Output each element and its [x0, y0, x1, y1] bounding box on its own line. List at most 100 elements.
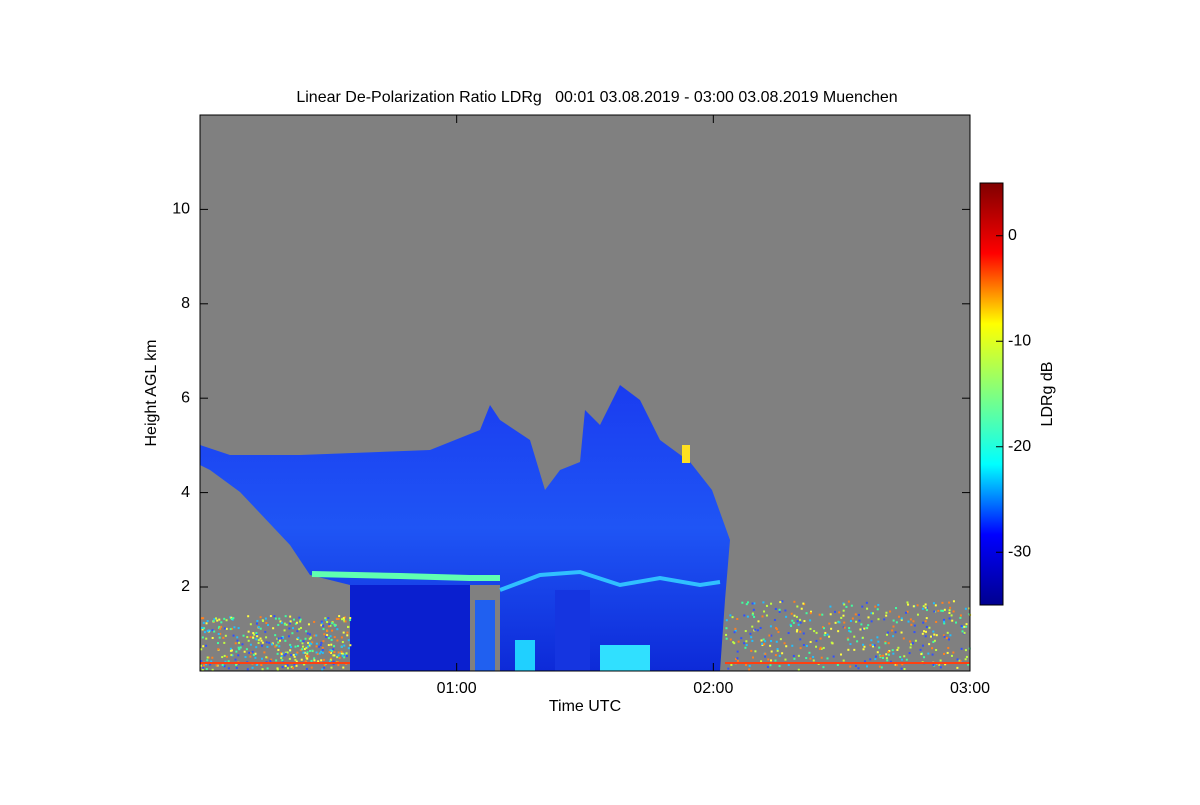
noise: [815, 645, 818, 648]
noise: [322, 658, 325, 661]
noise: [300, 658, 303, 661]
noise: [265, 656, 268, 659]
noise: [217, 648, 220, 651]
noise: [346, 631, 349, 634]
noise: [323, 633, 326, 636]
noise: [959, 614, 962, 617]
noise: [832, 655, 835, 658]
noise: [327, 637, 330, 640]
noise: [211, 629, 214, 632]
noise: [255, 632, 258, 635]
noise: [751, 639, 754, 642]
noise: [227, 667, 230, 670]
noise: [346, 634, 349, 637]
noise: [290, 666, 293, 669]
noise: [750, 649, 753, 652]
noise: [943, 652, 946, 655]
noise: [306, 651, 309, 654]
noise: [237, 627, 240, 630]
noise: [332, 663, 335, 666]
noise: [249, 651, 252, 654]
noise: [323, 666, 326, 669]
noise: [306, 657, 309, 660]
noise: [205, 622, 208, 625]
noise: [325, 618, 328, 621]
noise: [280, 651, 283, 654]
noise: [265, 636, 268, 639]
noise: [322, 640, 325, 643]
noise: [725, 619, 728, 622]
noise: [857, 613, 860, 616]
noise: [765, 604, 768, 607]
noise: [879, 655, 882, 658]
noise: [960, 647, 963, 650]
noise: [753, 615, 756, 618]
colorbar-tick-label: 0: [1008, 227, 1017, 244]
noise: [933, 610, 936, 613]
noise: [725, 627, 728, 630]
noise: [247, 639, 250, 642]
noise: [763, 610, 766, 613]
noise: [343, 620, 346, 623]
noise: [769, 625, 772, 628]
noise: [902, 637, 905, 640]
noise: [761, 644, 764, 647]
colorbar-tick-label: -10: [1008, 332, 1031, 349]
noise: [836, 663, 839, 666]
noise: [283, 654, 286, 657]
noise: [302, 651, 305, 654]
noise: [235, 666, 238, 669]
noise: [275, 659, 278, 662]
chart-title: Linear De-Polarization Ratio LDRg 00:01 …: [296, 89, 897, 106]
noise: [948, 609, 951, 612]
noise: [907, 603, 910, 606]
noise: [876, 636, 879, 639]
noise: [337, 651, 340, 654]
noise: [790, 625, 793, 628]
noise: [887, 651, 890, 654]
noise: [292, 667, 295, 670]
noise: [212, 620, 215, 623]
noise: [341, 618, 344, 621]
noise: [261, 644, 264, 647]
noise: [284, 651, 287, 654]
noise: [923, 630, 926, 633]
noise: [781, 652, 784, 655]
noise: [736, 659, 739, 662]
noise: [309, 636, 312, 639]
noise: [744, 646, 747, 649]
noise: [951, 619, 954, 622]
noise: [255, 646, 258, 649]
noise: [838, 621, 841, 624]
noise: [252, 632, 255, 635]
noise: [927, 652, 930, 655]
noise: [838, 611, 841, 614]
noise: [324, 617, 327, 620]
noise: [347, 639, 350, 642]
noise: [878, 646, 881, 649]
noise: [757, 620, 760, 623]
noise: [313, 657, 316, 660]
noise: [337, 654, 340, 657]
noise: [796, 605, 799, 608]
noise: [948, 617, 951, 620]
noise: [288, 627, 291, 630]
noise: [342, 631, 345, 634]
noise: [342, 666, 345, 669]
noise: [310, 642, 313, 645]
noise: [888, 649, 891, 652]
noise: [331, 622, 334, 625]
noise: [865, 626, 868, 629]
noise: [223, 617, 226, 620]
noise: [885, 653, 888, 656]
noise: [872, 645, 875, 648]
noise: [729, 638, 732, 641]
noise: [205, 663, 208, 666]
noise: [345, 652, 348, 655]
noise: [264, 617, 267, 620]
noise: [863, 645, 866, 648]
noise: [232, 617, 235, 620]
noise: [329, 657, 332, 660]
noise: [900, 617, 903, 620]
noise: [787, 632, 790, 635]
